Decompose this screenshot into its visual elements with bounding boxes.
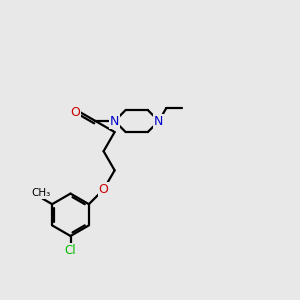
Text: N: N — [154, 115, 164, 128]
Text: Cl: Cl — [65, 244, 76, 257]
Text: N: N — [110, 115, 119, 128]
Text: CH₃: CH₃ — [32, 188, 51, 198]
Text: O: O — [70, 106, 80, 119]
Text: O: O — [99, 183, 109, 196]
